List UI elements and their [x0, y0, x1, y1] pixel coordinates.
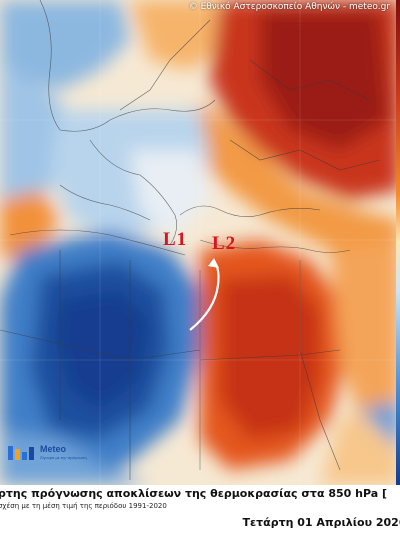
color-scale-bar [396, 0, 400, 485]
logo-tagline: Σίγουρα με την πρόγνωση [40, 455, 87, 460]
map-title: ρτης πρόγνωσης αποκλίσεων της θερμοκρασί… [0, 487, 388, 500]
low-pressure-label-l2: L2 [212, 233, 237, 254]
low-pressure-label-l1: L1 [163, 229, 188, 250]
logo-wordmark: Meteo [40, 444, 67, 454]
meteo-logo-icon [8, 446, 34, 460]
map-subtitle: σχέση με τη μέση τιμή της περιόδου 1991-… [0, 502, 167, 510]
map-attribution: © Εθνικό Αστεροσκοπείο Αθηνών - meteo.gr [188, 2, 390, 12]
forecast-date: Τετάρτη 01 Απριλίου 2026 09: [242, 516, 400, 529]
